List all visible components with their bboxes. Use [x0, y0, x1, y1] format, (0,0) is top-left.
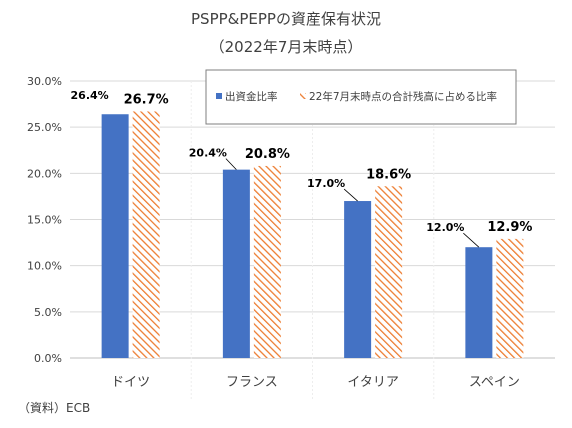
- source-note: （資料）ECB: [18, 401, 90, 415]
- y-tick-label: 25.0%: [27, 121, 62, 134]
- legend: 出資金比率 22年7月末時点の合計残高に占める比率: [205, 69, 517, 125]
- data-label-series-1: 26.4%: [71, 89, 109, 102]
- y-tick-label: 5.0%: [34, 306, 62, 319]
- data-labels: ドイツ 26.4% 26.7% フランス 20.4% 20.8% イタリア 17.0% 18.6…: [71, 89, 533, 390]
- data-label-series-2: 20.8%: [245, 147, 290, 162]
- data-label-series-2: 12.9%: [487, 220, 532, 235]
- leader-line: [225, 158, 237, 170]
- y-tick-label: 10.0%: [27, 260, 62, 273]
- bar-series-1-0: [101, 114, 129, 359]
- legend-label-series-2: 22年7月末時点の合計残高に占める比率: [309, 90, 497, 103]
- x-tick-label: イタリア: [347, 375, 398, 390]
- legend-swatch-series-1: [216, 93, 222, 99]
- x-tick-label: ドイツ: [111, 375, 150, 390]
- bar-series-1-1: [222, 169, 250, 358]
- leader-line: [463, 232, 480, 248]
- legend-label-series-1: 出資金比率: [225, 90, 278, 103]
- bars: [101, 111, 524, 359]
- bar-series-2-2: [375, 186, 403, 358]
- x-tick-label: フランス: [226, 375, 278, 390]
- data-label-series-1: 17.0%: [307, 177, 345, 190]
- data-label-series-1: 20.4%: [189, 147, 227, 160]
- y-tick-label: 15.0%: [27, 214, 62, 227]
- legend-swatch-series-2: [300, 93, 306, 99]
- bar-series-2-0: [132, 111, 160, 358]
- data-label-series-2: 26.7%: [124, 92, 169, 107]
- y-tick-label: 30.0%: [27, 75, 62, 88]
- y-tick-label: 20.0%: [27, 167, 62, 180]
- leader-line: [343, 188, 358, 202]
- bar-series-1-2: [344, 201, 372, 358]
- legend-box: [205, 69, 517, 125]
- bar-series-1-3: [465, 247, 493, 358]
- data-label-series-1: 12.0%: [426, 221, 464, 234]
- data-label-series-2: 18.6%: [366, 167, 411, 182]
- y-tick-label: 0.0%: [34, 352, 62, 365]
- chart-subtitle: （2022年7月末時点）: [210, 38, 363, 56]
- bar-series-2-1: [253, 165, 281, 358]
- chart-title: PSPP&PEPPの資産保有状況: [191, 10, 381, 28]
- bar-series-2-3: [496, 238, 524, 358]
- x-tick-label: スペイン: [469, 375, 520, 390]
